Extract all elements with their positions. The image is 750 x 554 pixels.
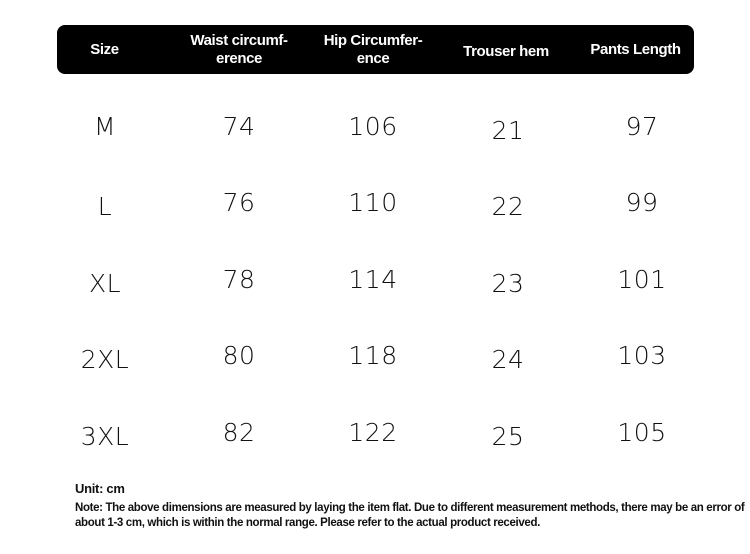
- cell-hip: 118: [348, 340, 398, 370]
- unit-label: Unit: cm: [75, 481, 125, 496]
- cell-hip: 122: [348, 417, 398, 447]
- table-row: M 74 106 21 97: [0, 106, 750, 146]
- cell-trouser-hem: 25: [491, 421, 525, 451]
- cell-size: L: [97, 191, 113, 221]
- cell-size: XL: [88, 268, 122, 298]
- cell-trouser-hem: 24: [491, 344, 525, 374]
- cell-trouser-hem: 23: [491, 268, 525, 298]
- cell-waist: 82: [222, 417, 256, 447]
- header-waist: Waist circumf- erence: [190, 31, 288, 67]
- cell-size: M: [93, 111, 117, 141]
- header-hip: Hip Circumfer- ence: [323, 31, 423, 67]
- cell-waist: 78: [222, 264, 256, 294]
- cell-waist: 76: [222, 187, 256, 217]
- measurement-note: Note: The above dimensions are measured …: [75, 502, 745, 529]
- table-row: 3XL 82 122 25 105: [0, 412, 750, 452]
- table-row: L 76 110 22 99: [0, 182, 750, 222]
- cell-hip: 106: [348, 111, 398, 141]
- cell-waist: 80: [222, 340, 256, 370]
- table-row: 2XL 80 118 24 103: [0, 335, 750, 375]
- table-header: Size Waist circumf- erence Hip Circumfer…: [57, 25, 694, 74]
- cell-trouser-hem: 21: [491, 115, 525, 145]
- cell-trouser-hem: 22: [491, 191, 525, 221]
- cell-pants-length: 103: [617, 340, 667, 370]
- cell-pants-length: 101: [617, 264, 667, 294]
- cell-pants-length: 99: [625, 187, 659, 217]
- cell-size: 2XL: [80, 344, 130, 374]
- header-pants-length: Pants Length: [590, 40, 681, 58]
- cell-size: 3XL: [80, 421, 130, 451]
- cell-pants-length: 97: [625, 111, 659, 141]
- header-trouser-hem: Trouser hem: [463, 42, 549, 60]
- cell-hip: 110: [348, 187, 398, 217]
- cell-pants-length: 105: [617, 417, 667, 447]
- cell-hip: 114: [348, 264, 398, 294]
- cell-waist: 74: [222, 111, 256, 141]
- header-size: Size: [90, 40, 119, 58]
- table-row: XL 78 114 23 101: [0, 259, 750, 299]
